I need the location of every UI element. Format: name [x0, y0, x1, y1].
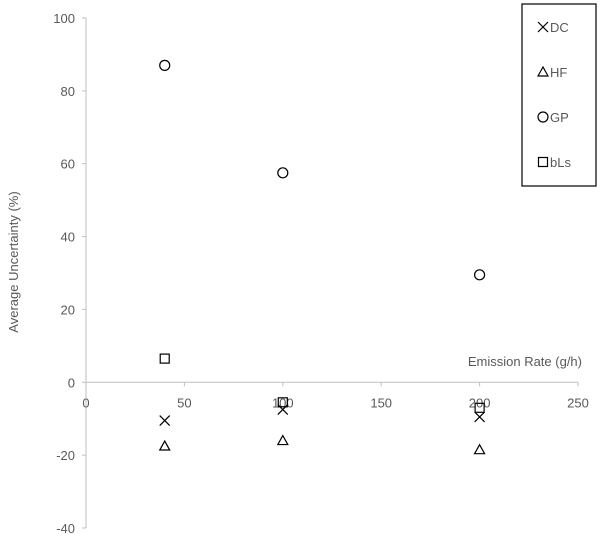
axes: [85, 18, 578, 528]
data-point-gp: [277, 167, 289, 179]
legend-label-dc: DC: [550, 20, 569, 35]
legend-label-hf: HF: [550, 65, 567, 80]
data-point-hf: [158, 439, 171, 451]
legend-marker-hf: [536, 65, 550, 77]
data-point-hf: [473, 443, 486, 455]
legend-label-bls: bLs: [550, 155, 571, 170]
legend: DC HF GP bLs: [521, 3, 597, 187]
legend-marker-gp: [537, 111, 549, 123]
y-tick-label: 60: [61, 157, 75, 172]
data-point-dc: [474, 411, 486, 423]
y-tick-label: 0: [68, 375, 75, 390]
x-tick-label: 0: [82, 395, 89, 410]
x-axis-label: Emission Rate (g/h): [468, 354, 582, 369]
data-point-hf: [276, 434, 289, 446]
legend-label-gp: GP: [550, 110, 569, 125]
y-tick-label: 80: [61, 84, 75, 99]
x-tick-labels: 0 50 100 150 200 250: [82, 382, 589, 410]
data-point-dc: [159, 415, 171, 426]
legend-marker-dc: [537, 21, 549, 33]
x-tick-label: 100: [272, 395, 294, 410]
y-axis-label: Average Uncertainty (%): [6, 191, 21, 332]
x-tick-label: 150: [370, 395, 392, 410]
data-points: [158, 59, 486, 455]
data-point-bls: [159, 353, 170, 364]
data-point-gp: [159, 59, 171, 71]
y-tick-label: 40: [61, 230, 75, 245]
legend-box: [521, 3, 597, 187]
y-tick-label: -20: [56, 448, 75, 463]
y-tick-label: -40: [56, 521, 75, 536]
data-point-bls: [277, 397, 288, 408]
data-point-bls: [474, 402, 485, 413]
y-tick-label: 100: [53, 11, 75, 26]
y-tick-label: 20: [61, 302, 75, 317]
x-tick-label: 250: [567, 395, 589, 410]
data-point-gp: [474, 269, 486, 281]
y-tick-labels: -40 -20 0 20 40 60 80 100: [53, 11, 86, 536]
x-tick-label: 50: [177, 395, 191, 410]
legend-marker-bls: [537, 156, 549, 168]
